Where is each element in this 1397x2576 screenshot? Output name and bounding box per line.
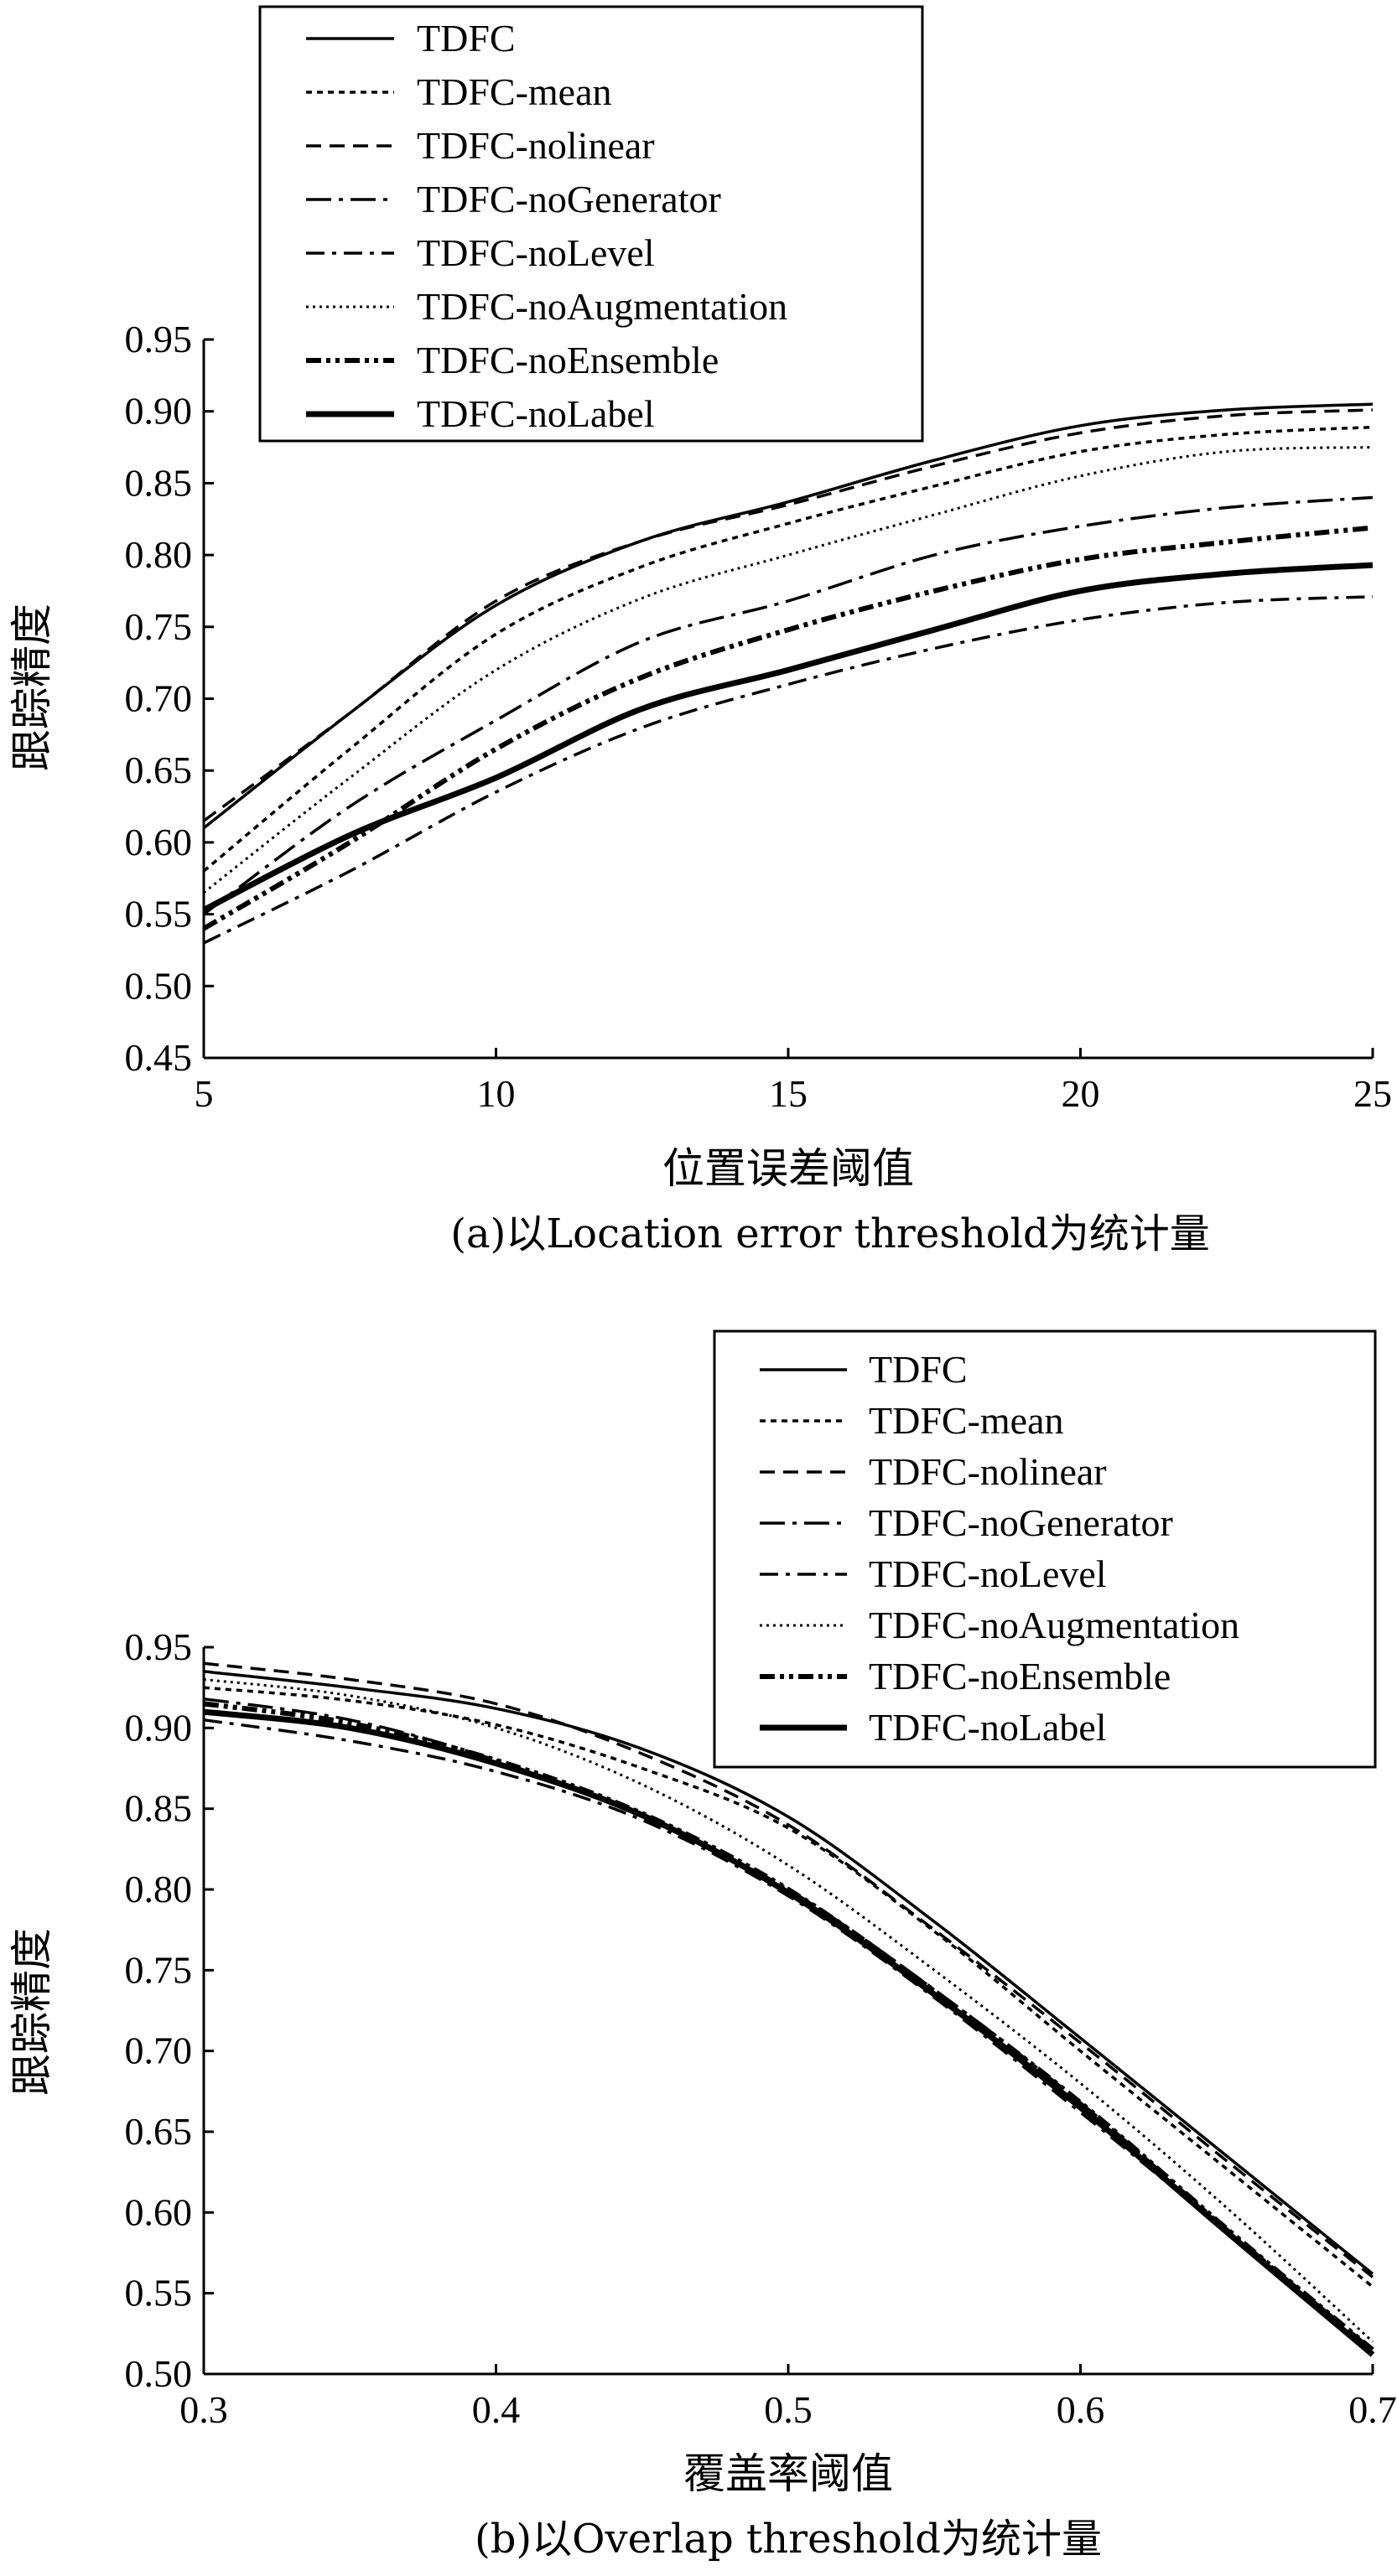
- chart-b-x-tick-label: 0.7: [1348, 2388, 1397, 2431]
- chart-a-x-tick-label: 20: [1062, 1072, 1100, 1115]
- chart-a-y-tick-label: 0.65: [125, 749, 193, 791]
- chart-b-legend-label: TDFC-noLevel: [869, 1552, 1107, 1595]
- chart-b-series-tdfc-mean: [203, 1686, 1374, 2288]
- chart-b-legend-label: TDFC-noLabel: [869, 1706, 1107, 1749]
- chart-a-y-tick-label: 0.60: [125, 821, 193, 863]
- chart-b-series-tdfc-nogenerator: [203, 1697, 1374, 2351]
- chart-a-y-tick-label: 0.90: [125, 390, 193, 433]
- chart-b-legend-label: TDFC-mean: [869, 1399, 1064, 1442]
- chart-a-y-tick-label: 0.50: [125, 964, 193, 1007]
- chart-a-y-axis-title: 跟踪精度: [8, 604, 56, 771]
- chart-b-x-tick-label: 0.4: [472, 2388, 521, 2431]
- chart-b-caption: (b)以Overlap threshold为统计量: [475, 2516, 1102, 2563]
- chart-b-series-tdfc-noensemble: [203, 1701, 1374, 2352]
- chart-b-x-tick-label: 0.6: [1057, 2388, 1105, 2431]
- chart-a-y-tick-label: 0.55: [125, 893, 193, 936]
- chart-b-x-tick-label: 0.3: [179, 2388, 228, 2431]
- chart-a-x-tick-label: 25: [1353, 1072, 1392, 1115]
- chart-b-y-tick-label: 0.60: [125, 2190, 193, 2233]
- chart-b-y-tick-label: 0.80: [125, 1868, 193, 1910]
- chart-b-legend-label: TDFC: [869, 1348, 968, 1391]
- chart-a-x-tick-label: 15: [769, 1072, 808, 1115]
- chart-a-legend-label: TDFC-noGenerator: [417, 178, 721, 220]
- chart-b-x-tick-label: 0.5: [764, 2388, 813, 2431]
- chart-b-legend-label: TDFC-noAugmentation: [869, 1604, 1239, 1646]
- chart-a-x-tick-label: 5: [195, 1072, 214, 1115]
- chart-a-series-tdfc-nolinear: [202, 408, 1374, 822]
- chart-b-legend: TDFC TDFC-mean TDFC-nolinear TDFC-noGenerat…: [713, 1329, 1377, 1769]
- chart-a: 0.45 0.50 0.55 0.60 0.65 0.70 0.75 0.80 0.85 0.90…: [8, 5, 1392, 1257]
- chart-a-y-tick-label: 0.95: [125, 318, 193, 360]
- chart-a-series-tdfc-nogenerator: [202, 495, 1374, 916]
- chart-a-y-tick-label: 0.70: [125, 677, 193, 720]
- chart-a-legend-label: TDFC-noLevel: [417, 231, 655, 274]
- chart-a-series-tdfc-nolabel: [202, 562, 1374, 913]
- chart-b-legend-label: TDFC-nolinear: [869, 1450, 1107, 1493]
- chart-b-y-tick-label: 0.90: [125, 1706, 193, 1749]
- chart-b-x-axis-title: 覆盖率阈值: [683, 2449, 893, 2498]
- chart-a-series-tdfc-nolevel: [203, 595, 1374, 945]
- chart-a-y-tick-label: 0.45: [125, 1036, 193, 1079]
- chart-a-caption: (a)以Location error threshold为统计量: [450, 1210, 1210, 1257]
- chart-b-legend-box: [713, 1329, 1377, 1769]
- chart-a-series-tdfc-noensemble: [202, 525, 1374, 931]
- chart-b-y-tick-label: 0.65: [125, 2110, 193, 2153]
- chart-a-legend-label: TDFC-nolinear: [417, 124, 655, 167]
- chart-b-y-tick-label: 0.95: [125, 1625, 193, 1668]
- chart-b-series-tdfc-noaugmentation: [203, 1678, 1374, 2343]
- chart-a-x-tick-label: 10: [477, 1072, 516, 1115]
- chart-a-x-axis-title: 位置误差阈值: [662, 1144, 914, 1193]
- chart-b-y-tick-label: 0.70: [125, 2029, 193, 2072]
- chart-b: 0.50 0.55 0.60 0.65 0.70 0.75 0.80 0.85 0.90 0.95…: [8, 1329, 1397, 2563]
- chart-b-y-tick-label: 0.55: [125, 2272, 193, 2314]
- chart-a-legend-label: TDFC-noAugmentation: [417, 285, 787, 328]
- chart-a-series-tdfc: [202, 402, 1374, 830]
- chart-b-y-tick-label: 0.75: [125, 1948, 193, 1991]
- chart-b-series-tdfc: [203, 1670, 1374, 2275]
- chart-a-legend-label: TDFC-noEnsemble: [417, 339, 719, 381]
- chart-b-series-tdfc-nolabel: [203, 1708, 1375, 2357]
- chart-b-y-tick-label: 0.50: [125, 2352, 193, 2395]
- chart-b-legend-label: TDFC-noGenerator: [869, 1501, 1173, 1544]
- chart-a-legend-label: TDFC-noLabel: [417, 392, 655, 435]
- chart-a-y-tick-label: 0.75: [125, 605, 193, 648]
- chart-a-y-tick-label: 0.85: [125, 461, 193, 504]
- chart-b-y-axis-title: 跟踪精度: [8, 1928, 56, 2096]
- chart-a-legend: TDFC TDFC-mean TDFC-nolinear TDFC-noGenerat…: [258, 5, 924, 443]
- chart-a-legend-label: TDFC-mean: [417, 70, 612, 113]
- chart-a-legend-box: [258, 5, 924, 443]
- chart-a-legend-label: TDFC: [417, 17, 516, 60]
- chart-a-series-tdfc-mean: [202, 425, 1374, 873]
- chart-a-y-tick-label: 0.80: [125, 533, 193, 576]
- chart-b-y-tick-label: 0.85: [125, 1787, 193, 1830]
- chart-b-series-tdfc-nolinear: [203, 1661, 1374, 2278]
- chart-b-legend-label: TDFC-noEnsemble: [869, 1655, 1171, 1697]
